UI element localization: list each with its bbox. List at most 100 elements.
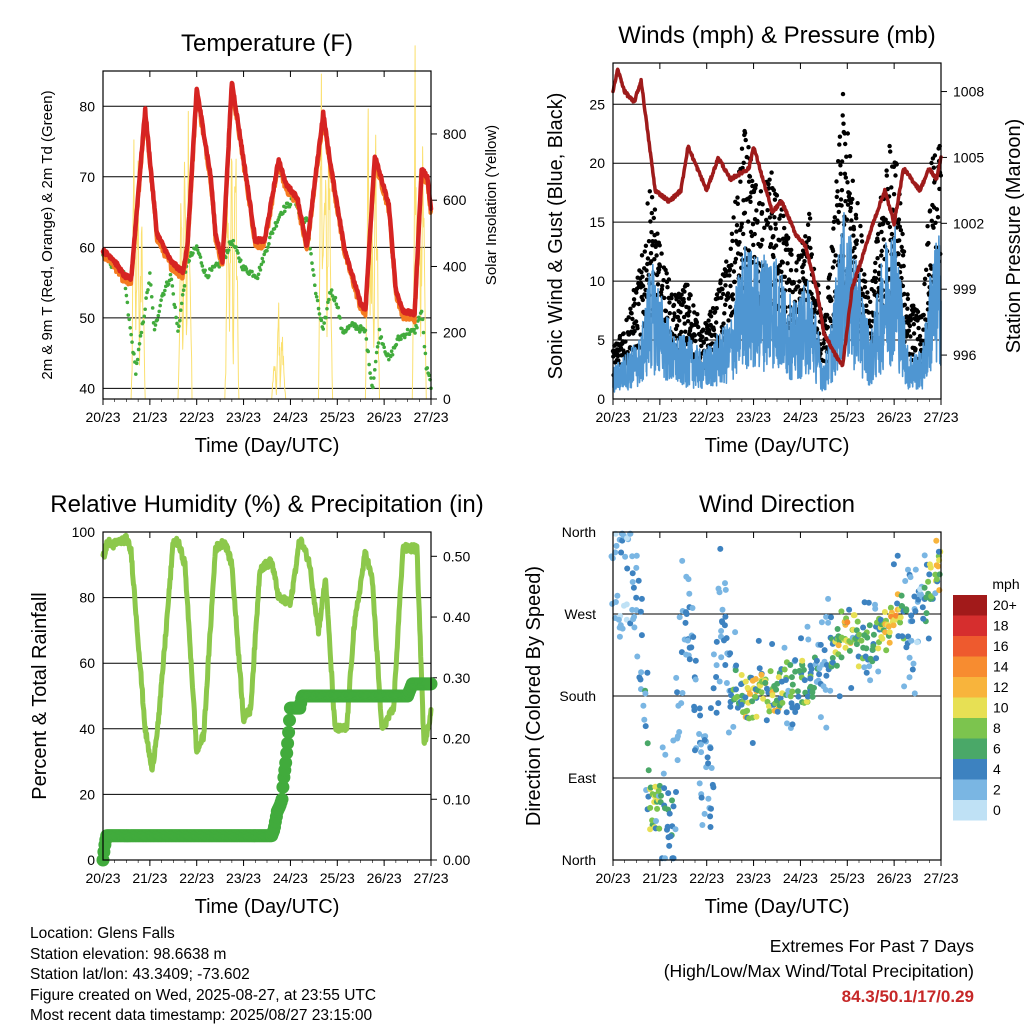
- rh-xtick-label: 22/23: [179, 870, 214, 886]
- gust-point: [879, 248, 884, 254]
- direction-point: [910, 660, 917, 667]
- dewpoint-point: [374, 350, 379, 355]
- direction-point: [647, 784, 654, 791]
- direction-point: [917, 586, 924, 593]
- gust-point: [732, 279, 737, 285]
- dewpoint-point: [155, 318, 160, 322]
- direction-point: [775, 674, 782, 681]
- gust-point: [911, 322, 916, 327]
- rh-border: [102, 531, 432, 861]
- dewpoint-point: [141, 320, 146, 324]
- gust-point: [667, 311, 672, 316]
- extremes-subtitle: (High/Low/Max Wind/Total Precipitation): [663, 961, 974, 981]
- gust-point: [752, 231, 757, 237]
- gust-point: [931, 165, 936, 170]
- gust-point: [839, 203, 844, 208]
- wdir-border: [612, 531, 942, 861]
- gust-point: [693, 338, 698, 344]
- gust-point: [766, 181, 771, 187]
- direction-point: [640, 702, 647, 709]
- gust-point: [842, 171, 848, 176]
- gust-point: [623, 339, 628, 344]
- gust-point: [630, 316, 635, 322]
- wdir-ytick-label: West: [564, 606, 596, 622]
- gust-point: [685, 282, 690, 288]
- dewpoint-point: [123, 286, 128, 291]
- wdir-ytick-label: North: [562, 852, 596, 868]
- gust-point: [738, 179, 743, 184]
- direction-point: [909, 618, 916, 625]
- gust-point: [933, 220, 938, 225]
- direction-point: [866, 622, 873, 629]
- legend-label: 4: [993, 761, 1001, 777]
- direction-point: [638, 595, 645, 602]
- gust-point: [644, 277, 650, 282]
- legend-swatch: [953, 636, 987, 657]
- wind-y2tick-label: 996: [953, 347, 977, 363]
- gust-point: [834, 194, 839, 200]
- direction-point: [738, 681, 745, 688]
- direction-point: [683, 611, 690, 617]
- gust-point: [721, 291, 726, 297]
- station-latlon: Station lat/lon: 43.3409; -73.602: [30, 966, 250, 983]
- direction-point: [656, 825, 663, 832]
- gust-point: [646, 239, 652, 244]
- dewpoint-point: [236, 251, 240, 255]
- direction-point: [788, 674, 795, 681]
- dewpoint-point: [178, 308, 183, 313]
- legend-swatch: [953, 677, 987, 698]
- direction-point: [792, 709, 799, 715]
- direction-point: [829, 655, 836, 661]
- dewpoint-point: [171, 292, 176, 296]
- gust-point: [802, 251, 807, 256]
- direction-point: [744, 684, 751, 691]
- direction-point: [752, 676, 759, 682]
- direction-point: [794, 688, 801, 695]
- gust-point: [902, 291, 907, 297]
- direction-point: [752, 693, 759, 700]
- rh-xtick-label: 23/23: [226, 870, 261, 886]
- gust-point: [896, 261, 901, 267]
- direction-point: [634, 653, 641, 660]
- gust-point: [844, 217, 850, 222]
- direction-point: [925, 635, 932, 642]
- gust-point: [718, 278, 723, 283]
- direction-point: [721, 622, 728, 629]
- dewpoint-point: [149, 294, 154, 299]
- direction-point: [833, 662, 840, 669]
- gust-point: [655, 231, 660, 236]
- gust-point: [875, 256, 880, 261]
- gust-point: [739, 221, 744, 226]
- gust-point: [729, 263, 734, 268]
- direction-point: [710, 651, 717, 658]
- gust-point: [908, 316, 914, 321]
- dewpoint-point: [373, 359, 378, 364]
- gust-point: [854, 238, 859, 243]
- direction-point: [733, 662, 740, 669]
- wind-panel: Winds (mph) & Pressure (mb) Time (Day/UTC…: [545, 22, 1024, 457]
- gust-point: [729, 231, 735, 236]
- gust-point: [667, 300, 672, 305]
- dewpoint-point: [272, 226, 277, 231]
- gust-point: [908, 334, 913, 339]
- gust-point: [931, 225, 936, 230]
- gust-point: [795, 284, 801, 289]
- gust-point: [686, 305, 691, 310]
- direction-point: [800, 666, 807, 673]
- dewpoint-point: [283, 205, 288, 210]
- dewpoint-point: [288, 202, 293, 207]
- gust-point: [654, 253, 659, 258]
- rh-ytick-label: 20: [79, 786, 95, 802]
- temp-y2tick-label: 800: [443, 126, 467, 142]
- direction-point: [789, 688, 796, 695]
- gust-point: [767, 177, 772, 182]
- gust-point: [825, 285, 831, 290]
- direction-point: [805, 636, 812, 643]
- recent-timestamp: Most recent data timestamp: 2025/08/27 2…: [30, 1007, 373, 1024]
- gust-point: [896, 251, 901, 257]
- dewpoint-point: [139, 330, 144, 335]
- gust-point: [634, 290, 639, 295]
- gust-point: [649, 195, 655, 200]
- direction-point: [851, 612, 858, 619]
